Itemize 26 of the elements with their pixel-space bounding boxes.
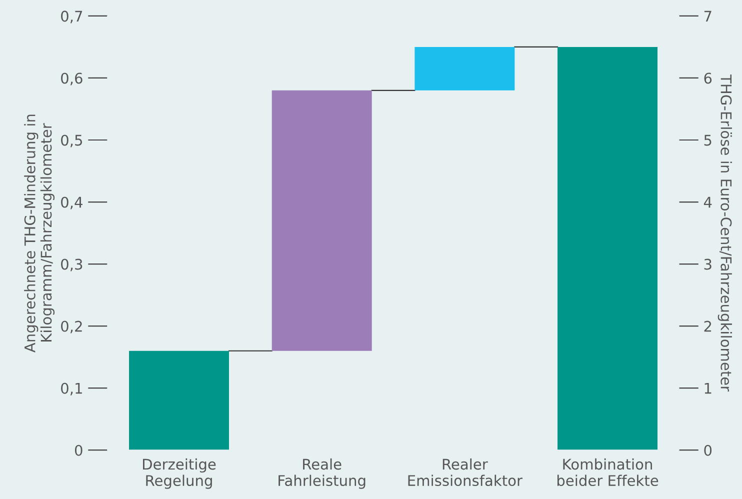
y2-tick-label: 6 (704, 72, 712, 84)
y-tick-label: 0,1 (61, 382, 82, 396)
y2-tick-label: 5 (704, 134, 712, 146)
y2-tick-label: 3 (704, 258, 712, 270)
y2-axis-title: THG-Erlöse in Euro-Cent/Fahrzeugkilometer (718, 74, 732, 392)
x-tick-label: Kombination beider Effekte (557, 458, 658, 486)
y2-tick-label: 7 (704, 10, 712, 22)
x-tick-label: Reale Fahrleistung (278, 458, 366, 489)
x-tick-label: Realer Emissionsfaktor (408, 458, 522, 486)
y-tick-label: 0,2 (61, 320, 82, 334)
y-tick-label: 0,7 (61, 10, 82, 24)
y-tick-label: 0 (74, 444, 82, 456)
y-tick-label: 0,6 (61, 72, 82, 86)
y-axis-title: Angerechnete THG-Minderung in Kilogramm/Fahrzeugkilometer (24, 114, 55, 352)
bar (272, 90, 372, 351)
x-tick-label: Derzeitige Regelung (143, 458, 216, 489)
y2-tick-label: 0 (704, 444, 712, 456)
y-tick-label: 0,4 (61, 196, 82, 210)
bar (129, 350, 229, 450)
y-tick-label: 0,5 (61, 134, 82, 148)
bar (414, 46, 515, 90)
y2-tick-label: 4 (704, 196, 712, 208)
y2-tick-label: 1 (704, 382, 712, 394)
y2-tick-label: 2 (704, 320, 712, 332)
bar (558, 46, 658, 450)
y-tick-label: 0,3 (61, 258, 82, 272)
